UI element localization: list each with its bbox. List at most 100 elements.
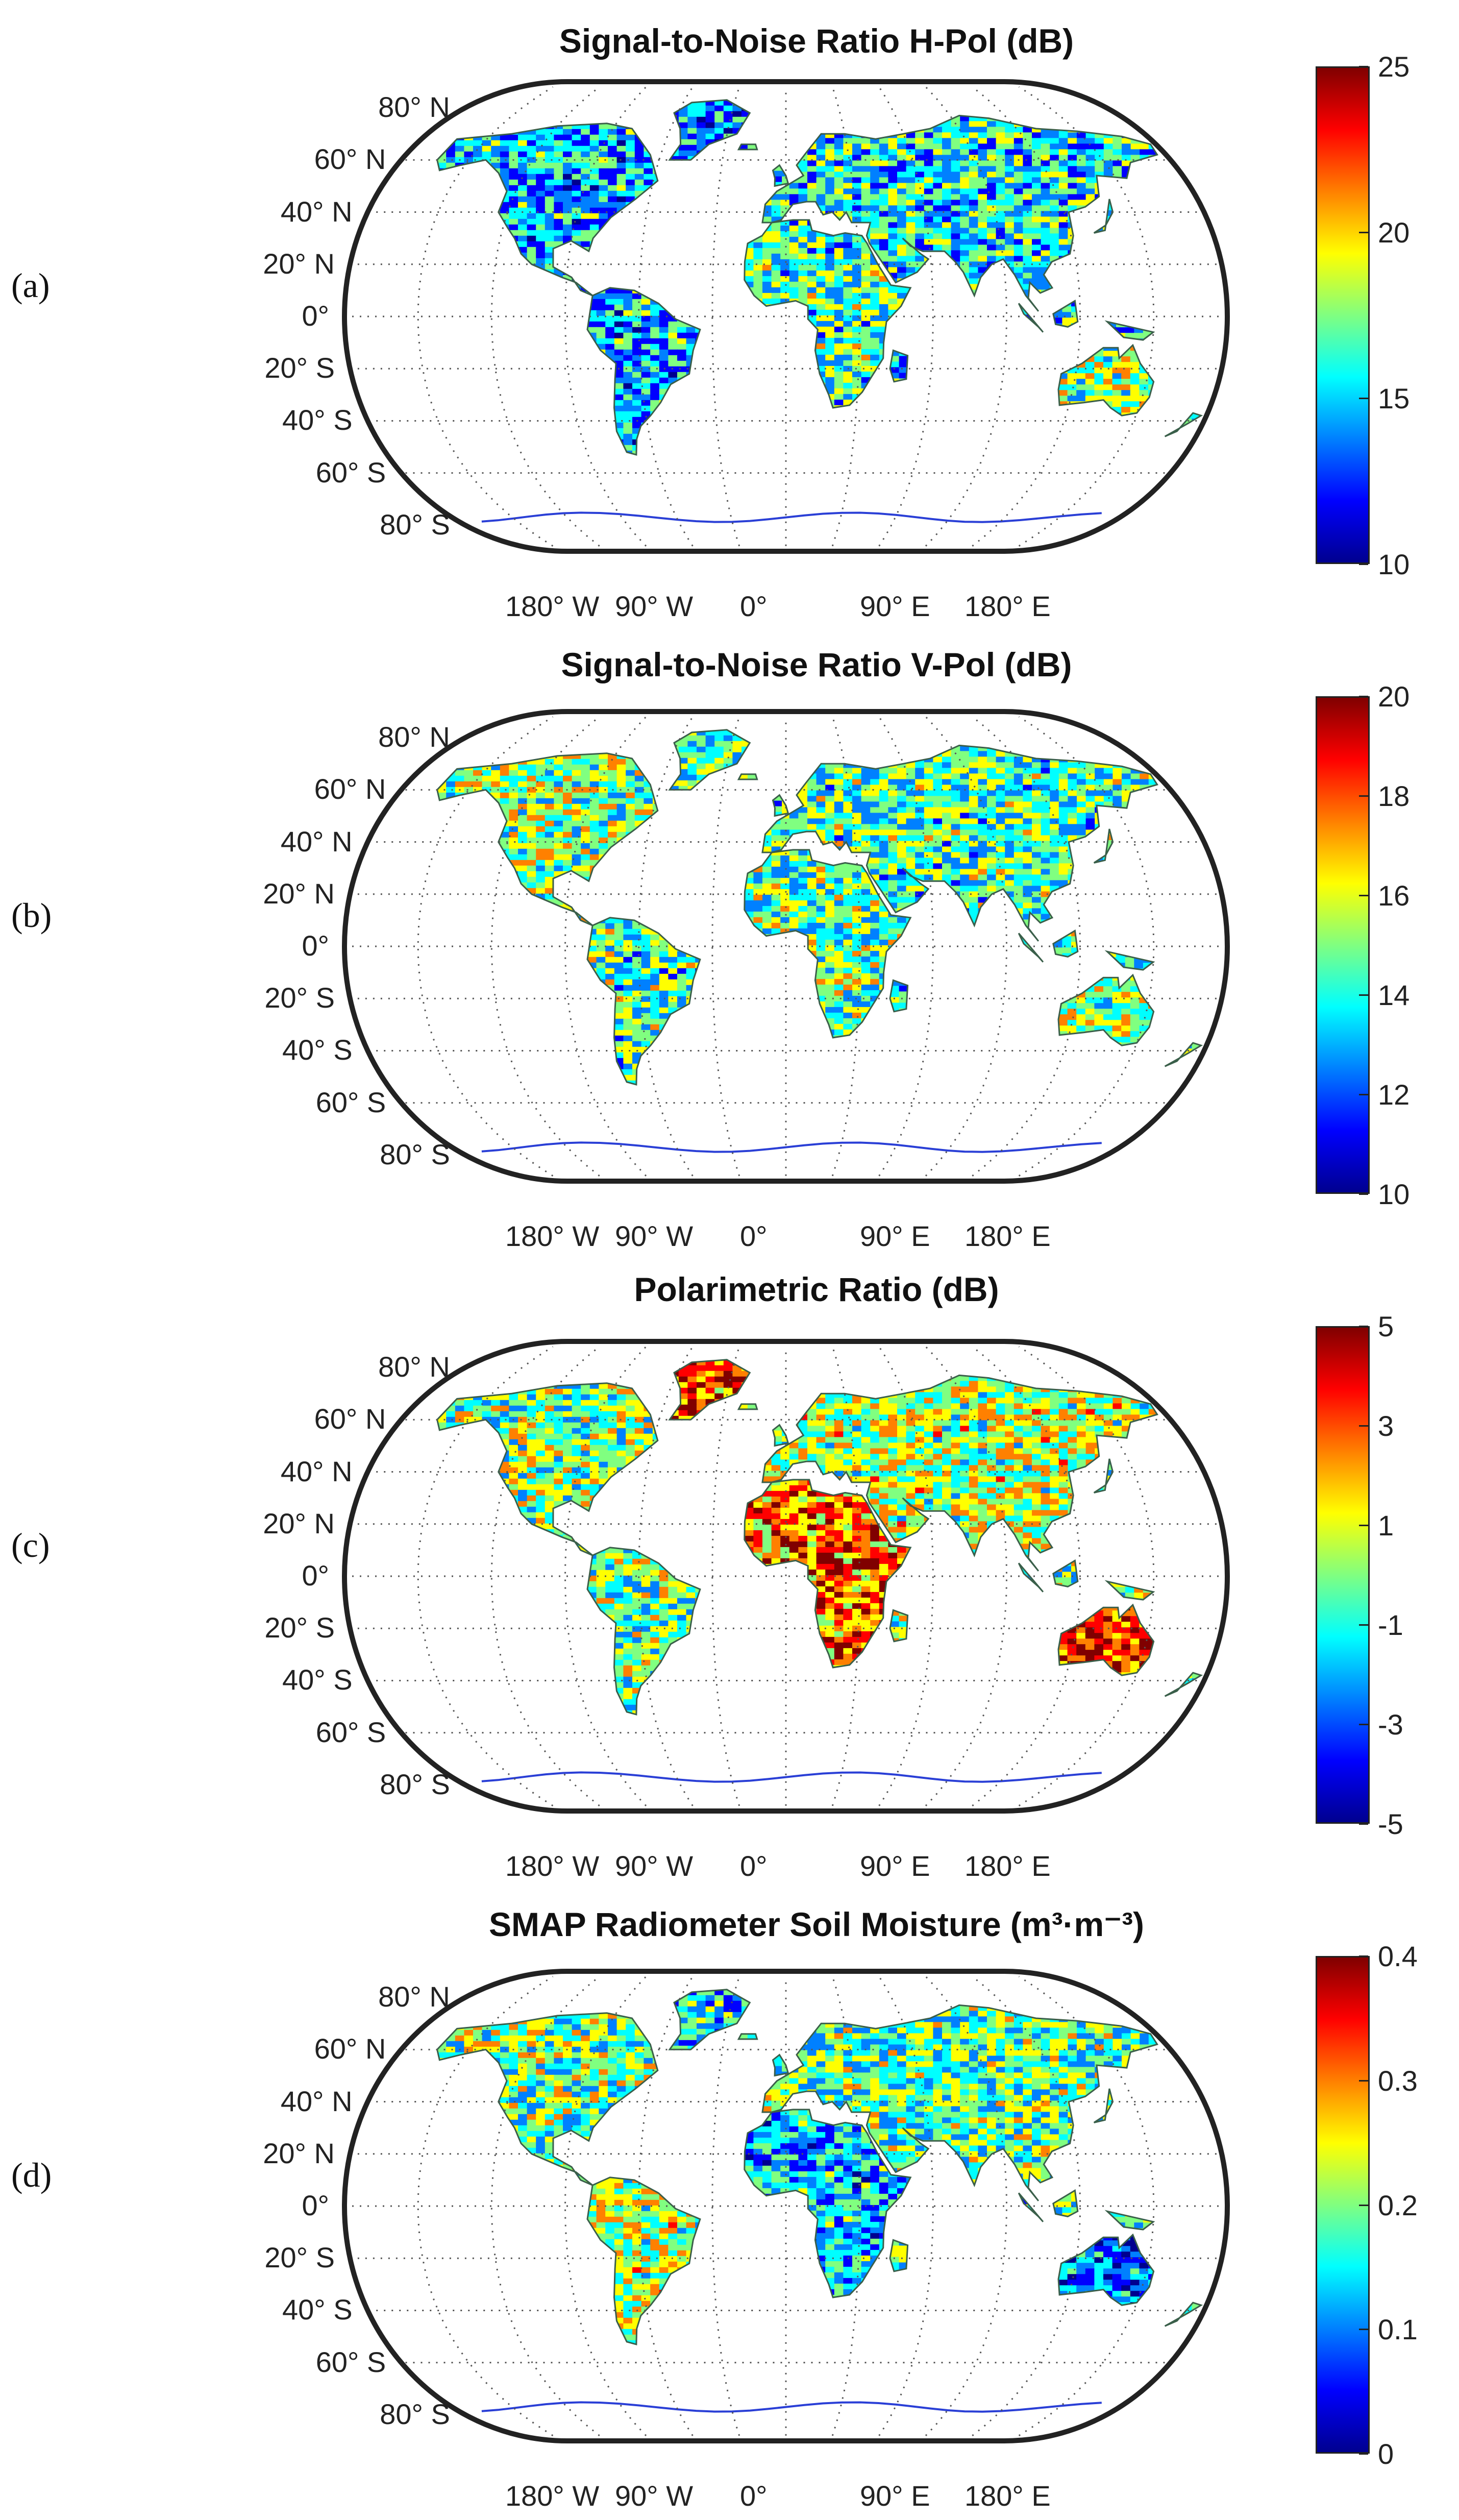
coastline — [1052, 1559, 1079, 1587]
colorbar-tick-label: 0.1 — [1378, 2313, 1418, 2346]
coastline — [1052, 929, 1079, 958]
longitude-label: 180° E — [965, 1850, 1051, 1882]
latitude-label: 40° S — [282, 2293, 353, 2326]
panel-label: (d) — [11, 2156, 52, 2194]
colorbar-tick-mark — [1359, 1624, 1368, 1626]
colorbar-tick-label: 5 — [1378, 1310, 1394, 1342]
coastline — [1164, 1042, 1203, 1067]
colorbar-tick-mark — [1359, 2329, 1368, 2331]
latitude-label: 60° S — [315, 1086, 386, 1118]
coastline — [436, 1382, 659, 1556]
latitude-label: 20° N — [263, 1507, 335, 1539]
world-map — [342, 1969, 1230, 2443]
map-frame — [342, 79, 1230, 554]
longitude-label: 0° — [740, 2480, 768, 2512]
longitude-label: 0° — [740, 1850, 768, 1882]
latitude-label: 20° S — [264, 982, 335, 1014]
antarctica-coastline — [481, 1141, 1102, 1153]
longitude-label: 90° E — [860, 590, 930, 622]
coastline — [668, 1359, 751, 1421]
graticule — [344, 1975, 1227, 2437]
coastline — [1052, 2189, 1079, 2217]
coastline — [1104, 950, 1155, 971]
coastline — [436, 123, 659, 297]
latitude-label: 60° S — [315, 456, 386, 488]
colorbar-tick-label: 20 — [1378, 216, 1410, 249]
coastline — [1057, 2233, 1155, 2306]
colorbar-tick-mark — [1359, 1425, 1368, 1427]
latitude-label: 80° S — [380, 1768, 450, 1800]
coastline — [668, 99, 751, 161]
panel-title: Signal-to-Noise Ratio V-Pol (dB) — [561, 646, 1072, 683]
colorbar-tick-mark — [1359, 994, 1368, 996]
longitude-label: 90° E — [860, 2480, 930, 2512]
longitude-label: 180° W — [505, 1220, 600, 1252]
longitude-label: 180° E — [965, 2480, 1051, 2512]
colorbar — [1316, 66, 1370, 564]
coastline — [737, 2033, 758, 2040]
coastline — [436, 752, 659, 926]
latitude-label: 80° N — [378, 721, 450, 753]
latitude-label: 80° N — [378, 1980, 450, 2013]
coastline — [744, 219, 912, 409]
graticule — [344, 1345, 1227, 1807]
colorbar-tick-mark — [1359, 398, 1368, 399]
coastline — [586, 1547, 701, 1716]
coastline — [761, 1374, 1158, 1572]
colorbar-tick-label: 0.4 — [1378, 1940, 1418, 1972]
colorbar-tick-label: 0.2 — [1378, 2189, 1418, 2221]
graticule — [344, 716, 1227, 1177]
antarctica-coastline — [481, 1771, 1102, 1783]
coastline — [1057, 973, 1155, 1046]
colorbar-tick-label: 0 — [1378, 2438, 1394, 2470]
latitude-label: 20° N — [263, 877, 335, 910]
panel-label: (b) — [11, 896, 52, 935]
latitude-label: 80° S — [380, 1138, 450, 1170]
colorbar-tick-label: 12 — [1378, 1079, 1410, 1111]
colorbar — [1316, 696, 1370, 1194]
colorbar-tick-mark — [1359, 1094, 1368, 1095]
coastline — [1018, 2192, 1044, 2222]
colorbar-tick-label: 10 — [1378, 1178, 1410, 1210]
colorbar-tick-mark — [1359, 1193, 1368, 1195]
latitude-label: 40° N — [280, 825, 353, 858]
latitude-label: 60° S — [315, 1716, 386, 1748]
coastline — [737, 773, 758, 780]
latitude-label: 40° N — [280, 1455, 353, 1487]
colorbar-tick-label: -1 — [1378, 1609, 1403, 1641]
world-map — [342, 1339, 1230, 1814]
coastline — [586, 2176, 701, 2345]
longitude-label: 90° W — [615, 1220, 694, 1252]
longitude-label: 90° E — [860, 1220, 930, 1252]
coastline — [772, 794, 789, 817]
panel-label: (c) — [11, 1526, 50, 1564]
colorbar-tick-label: 1 — [1378, 1509, 1394, 1542]
coastline — [436, 2012, 659, 2186]
latitude-label: 0° — [302, 300, 329, 332]
latitude-label: 20° S — [264, 2241, 335, 2274]
panel-label: (a) — [11, 266, 50, 305]
coastline — [1104, 1580, 1155, 1601]
coastline — [744, 2109, 912, 2298]
latitude-label: 60° S — [315, 2345, 386, 2378]
latitude-label: 0° — [302, 2189, 329, 2221]
longitude-label: 180° W — [505, 2480, 600, 2512]
latitude-label: 20° S — [264, 1611, 335, 1644]
coastline — [889, 2239, 909, 2272]
latitude-label: 20° N — [263, 247, 335, 280]
colorbar-tick-mark — [1359, 895, 1368, 896]
longitude-label: 90° E — [860, 1850, 930, 1882]
map-frame — [342, 1969, 1230, 2443]
longitude-label: 0° — [740, 1220, 768, 1252]
coastline — [1164, 412, 1203, 437]
coastline — [668, 1989, 751, 2050]
colorbar-tick-label: -5 — [1378, 1808, 1403, 1840]
latitude-label: 40° N — [280, 195, 353, 228]
coastline — [1104, 320, 1155, 341]
coastline — [668, 729, 751, 791]
colorbar-tick-label: 15 — [1378, 382, 1410, 414]
coastline — [1104, 2210, 1155, 2231]
colorbar-tick-label: 10 — [1378, 548, 1410, 580]
latitude-label: 40° S — [282, 1034, 353, 1066]
